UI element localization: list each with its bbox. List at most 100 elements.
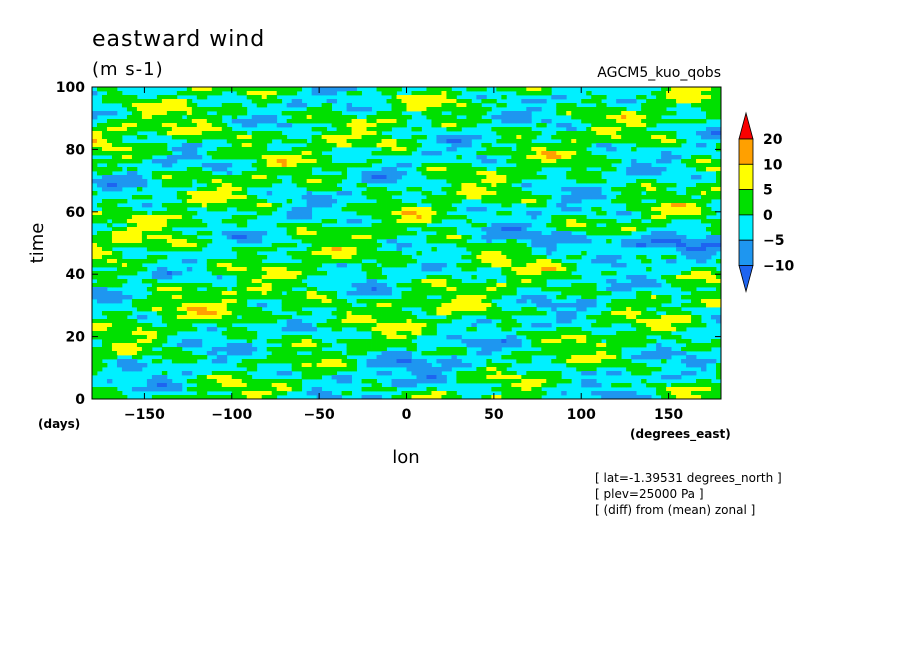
heatmap-cell xyxy=(416,327,422,332)
heatmap-cell xyxy=(126,147,133,152)
heatmap-cell xyxy=(201,195,208,200)
heatmap-cell xyxy=(586,163,592,168)
heatmap-cell xyxy=(121,179,128,184)
heatmap-cell xyxy=(516,279,522,284)
heatmap-cell xyxy=(121,259,128,264)
heatmap-cell xyxy=(131,179,138,184)
heatmap-cell xyxy=(461,311,467,316)
heatmap-cell xyxy=(206,179,213,184)
heatmap-cell xyxy=(391,139,397,144)
heatmap-cell xyxy=(106,151,113,156)
heatmap-cell xyxy=(201,319,208,324)
heatmap-cell xyxy=(301,195,308,200)
heatmap-cell xyxy=(436,239,442,244)
heatmap-cell xyxy=(136,111,143,116)
heatmap-cell xyxy=(631,99,637,104)
heatmap-cell xyxy=(471,179,477,184)
heatmap-cell xyxy=(541,303,547,308)
heatmap-cell xyxy=(366,207,372,212)
heatmap-cell xyxy=(226,163,233,168)
heatmap-cell xyxy=(481,251,487,256)
heatmap-cell xyxy=(506,267,512,272)
heatmap-cell xyxy=(341,135,347,140)
heatmap-cell xyxy=(621,319,627,324)
heatmap-cell xyxy=(621,223,627,228)
heatmap-cell xyxy=(591,315,597,320)
heatmap-cell xyxy=(486,311,492,316)
heatmap-cell xyxy=(496,251,502,256)
heatmap-cell xyxy=(131,131,138,136)
heatmap-cell xyxy=(386,319,392,324)
heatmap-cell xyxy=(396,211,402,216)
heatmap-cell xyxy=(396,191,402,196)
heatmap-cell xyxy=(421,319,427,324)
heatmap-cell xyxy=(296,319,303,324)
heatmap-cell xyxy=(316,163,323,168)
heatmap-cell xyxy=(131,107,138,112)
heatmap-cell xyxy=(581,283,587,288)
heatmap-cell xyxy=(701,159,707,164)
heatmap-cell xyxy=(446,115,452,120)
heatmap-cell xyxy=(181,339,188,344)
heatmap-cell xyxy=(141,339,148,344)
heatmap-cell xyxy=(251,155,258,160)
heatmap-cell xyxy=(206,175,213,180)
heatmap-cell xyxy=(696,267,702,272)
heatmap-cell xyxy=(166,291,173,296)
heatmap-cell xyxy=(586,107,592,112)
heatmap-cell xyxy=(526,91,532,96)
heatmap-cell xyxy=(396,255,402,260)
heatmap-cell xyxy=(326,167,333,172)
heatmap-cell xyxy=(581,107,587,112)
heatmap-cell xyxy=(391,91,397,96)
heatmap-cell xyxy=(241,187,248,192)
heatmap-cell xyxy=(586,299,592,304)
heatmap-cell xyxy=(451,311,457,316)
heatmap-cell xyxy=(516,323,522,328)
heatmap-cell xyxy=(386,143,392,148)
heatmap-cell xyxy=(126,327,133,332)
heatmap-cell xyxy=(686,215,692,220)
heatmap-cell xyxy=(601,259,607,264)
heatmap-cell xyxy=(216,179,223,184)
heatmap-cell xyxy=(161,151,168,156)
heatmap-cell xyxy=(151,231,158,236)
heatmap-cell xyxy=(211,271,218,276)
heatmap-cell xyxy=(141,179,148,184)
heatmap-cell xyxy=(341,251,347,256)
heatmap-cell xyxy=(506,255,512,260)
heatmap-cell xyxy=(111,271,118,276)
heatmap-cell xyxy=(566,275,572,280)
heatmap-cell xyxy=(561,227,567,232)
heatmap-cell xyxy=(311,251,318,256)
heatmap-cell xyxy=(531,87,537,92)
heatmap-cell xyxy=(121,151,128,156)
heatmap-cell xyxy=(636,283,642,288)
heatmap-cell xyxy=(226,107,233,112)
heatmap-cell xyxy=(386,339,392,344)
heatmap-cell xyxy=(531,135,537,140)
heatmap-cell xyxy=(711,315,717,320)
heatmap-cell xyxy=(616,107,622,112)
heatmap-cell xyxy=(536,199,542,204)
heatmap-cell xyxy=(481,287,487,292)
heatmap-cell xyxy=(636,243,642,248)
heatmap-cell xyxy=(706,243,712,248)
heatmap-cell xyxy=(246,235,253,240)
heatmap-cell xyxy=(631,159,637,164)
heatmap-cell xyxy=(286,223,293,228)
heatmap-cell xyxy=(411,223,417,228)
heatmap-cell xyxy=(611,263,617,268)
heatmap-cell xyxy=(506,283,512,288)
heatmap-cell xyxy=(101,167,108,172)
heatmap-cell xyxy=(251,259,258,264)
heatmap-cell xyxy=(436,287,442,292)
heatmap-cell xyxy=(376,207,382,212)
heatmap-cell xyxy=(586,159,592,164)
heatmap-cell xyxy=(221,127,228,132)
heatmap-cell xyxy=(706,299,712,304)
heatmap-cell xyxy=(261,155,268,160)
heatmap-cell xyxy=(476,119,482,124)
heatmap-cell xyxy=(651,179,657,184)
heatmap-cell xyxy=(306,311,313,316)
